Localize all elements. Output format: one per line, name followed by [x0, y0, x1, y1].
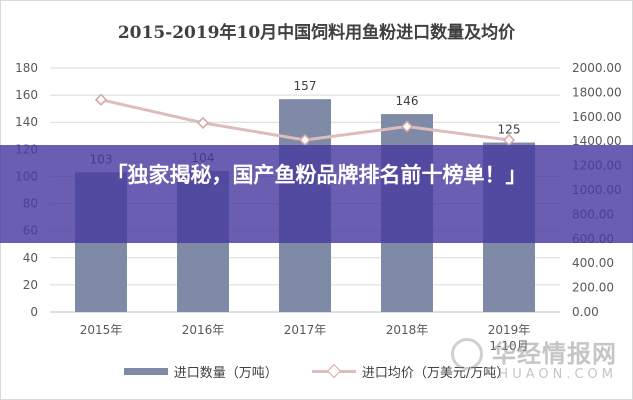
left-tick-label: 40 [23, 251, 38, 265]
left-tick-label: 0 [30, 305, 38, 319]
x-tick-label: 2016年 [182, 323, 225, 337]
line-point [400, 120, 414, 133]
legend-item-quantity: 进口数量（万吨） [123, 362, 278, 381]
line-point [298, 133, 312, 147]
x-tick-label: 2019年 1-10月 [488, 323, 531, 353]
legend-line-swatch [311, 363, 356, 379]
legend-bar-swatch [123, 368, 168, 375]
left-tick-label: 140 [15, 115, 38, 129]
right-tick-label: 0.00 [572, 305, 599, 319]
x-tick-label: 2018年 [386, 323, 429, 337]
line-series [94, 93, 516, 147]
legend-item-price: 进口均价（万美元/万吨） [311, 362, 510, 381]
line-point [94, 93, 108, 106]
x-tick-label: 2017年 [284, 323, 327, 337]
watermark-logo-icon [451, 338, 483, 370]
x-axis: 2015年 2016年 2017年 2018年 2019年 1-10月 [80, 323, 531, 353]
x-tick-label: 2015年 [80, 323, 123, 337]
right-tick-label: 1800.00 [572, 85, 622, 99]
bar-data-label: 157 [294, 79, 317, 93]
right-tick-label: 2000.00 [572, 61, 622, 75]
left-tick-label: 20 [23, 278, 38, 292]
watermark-main: 华经情报网 [492, 340, 617, 368]
chart-title: 2015-2019年10月中国饲料用鱼粉进口数量及均价 [117, 23, 516, 43]
legend-label-quantity: 进口数量（万吨） [173, 366, 278, 381]
bar-data-label: 125 [498, 123, 521, 137]
left-tick-label: 160 [15, 88, 38, 102]
watermark-sub: HUAON.COM [498, 367, 617, 382]
bar-data-label: 146 [396, 94, 419, 108]
right-tick-label: 400.00 [572, 256, 614, 270]
promo-banner-text[interactable]: 「独家揭秘，国产鱼粉品牌排名前十榜单！」 [106, 163, 527, 187]
right-tick-label: 1600.00 [572, 110, 622, 124]
promo-banner[interactable]: 「独家揭秘，国产鱼粉品牌排名前十榜单！」 [0, 145, 633, 243]
right-tick-label: 200.00 [572, 281, 614, 295]
line-point [502, 133, 516, 147]
line-point [196, 116, 210, 130]
legend: 进口数量（万吨） 进口均价（万美元/万吨） [0, 362, 633, 381]
left-tick-label: 180 [15, 61, 38, 75]
right-tick-label: 1400.00 [572, 134, 622, 148]
legend-label-price: 进口均价（万美元/万吨） [361, 366, 510, 381]
watermark: 华经情报网 HUAON.COM [492, 334, 617, 382]
